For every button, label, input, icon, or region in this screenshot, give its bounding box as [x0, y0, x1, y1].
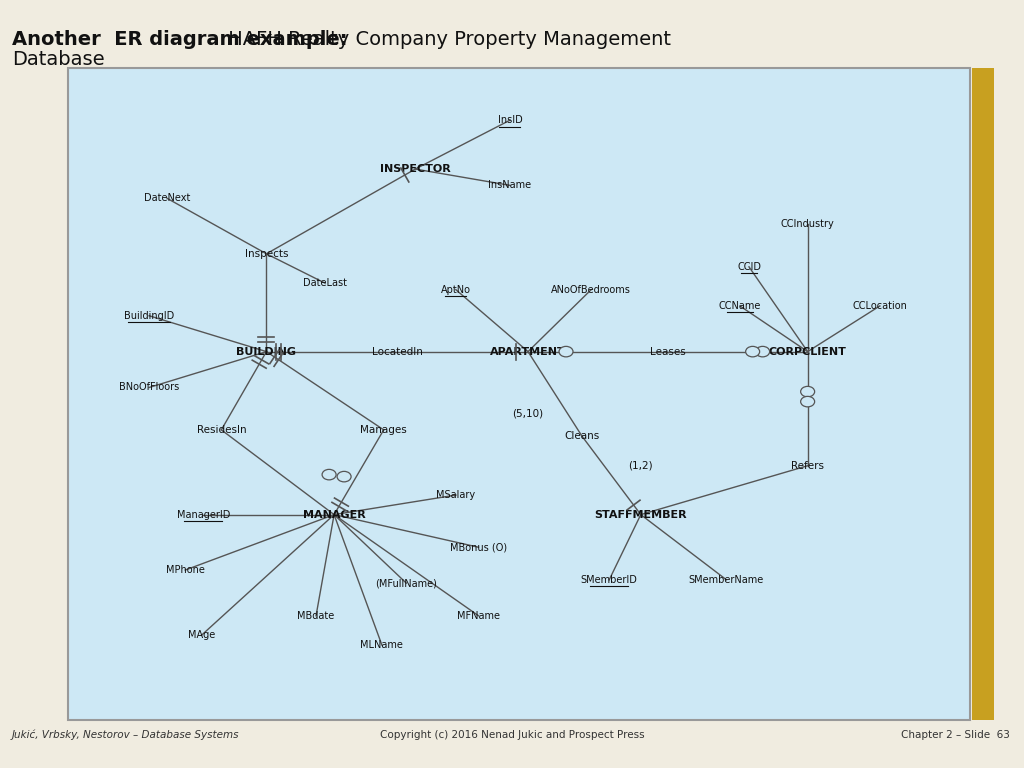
Text: Another  ER diagram example:: Another ER diagram example: [12, 30, 347, 49]
Text: MBdate: MBdate [297, 611, 335, 621]
Text: MAge: MAge [187, 631, 215, 641]
Ellipse shape [323, 469, 336, 480]
Text: MSalary: MSalary [436, 490, 475, 500]
Text: BNoOfFloors: BNoOfFloors [119, 382, 179, 392]
Text: ANoOfBedrooms: ANoOfBedrooms [551, 285, 631, 295]
Text: CORPCLIENT: CORPCLIENT [769, 346, 847, 356]
Text: Chapter 2 – Slide  63: Chapter 2 – Slide 63 [901, 730, 1010, 740]
Text: InsID: InsID [498, 115, 522, 125]
Text: DateNext: DateNext [144, 194, 190, 204]
Text: HAFH Realty Company Property Management: HAFH Realty Company Property Management [222, 30, 671, 49]
Text: (5,10): (5,10) [512, 409, 544, 419]
Ellipse shape [559, 346, 573, 357]
Text: MBonus (O): MBonus (O) [450, 542, 507, 552]
Text: DateLast: DateLast [303, 278, 347, 288]
Text: STAFFMEMBER: STAFFMEMBER [595, 510, 687, 520]
Ellipse shape [337, 472, 351, 482]
Bar [972, 68, 994, 720]
Text: (MFullName): (MFullName) [376, 578, 437, 588]
Text: Jukić, Vrbsky, Nestorov – Database Systems: Jukić, Vrbsky, Nestorov – Database Syste… [12, 730, 240, 740]
Text: Leases: Leases [650, 346, 686, 356]
Text: LocatedIn: LocatedIn [372, 346, 423, 356]
Text: BuildingID: BuildingID [124, 311, 174, 321]
Text: SMemberID: SMemberID [581, 574, 638, 584]
Text: Database: Database [12, 50, 104, 69]
Text: Cleans: Cleans [564, 432, 600, 442]
Ellipse shape [801, 386, 815, 397]
Bar [68, 68, 970, 720]
Text: MFName: MFName [457, 611, 500, 621]
Text: CCIndustry: CCIndustry [780, 220, 835, 230]
Text: SMemberName: SMemberName [689, 574, 764, 584]
Text: BUILDING: BUILDING [237, 346, 296, 356]
Text: CCLocation: CCLocation [852, 301, 907, 311]
Text: MANAGER: MANAGER [303, 510, 366, 520]
Text: Copyright (c) 2016 Nenad Jukic and Prospect Press: Copyright (c) 2016 Nenad Jukic and Prosp… [380, 730, 644, 740]
Ellipse shape [745, 346, 760, 357]
Text: (1,2): (1,2) [629, 461, 653, 471]
Text: AptNo: AptNo [441, 285, 471, 295]
Text: CCID: CCID [737, 262, 761, 272]
Text: InsName: InsName [488, 180, 531, 190]
Text: ResidesIn: ResidesIn [197, 425, 246, 435]
Ellipse shape [756, 346, 770, 357]
Text: Refers: Refers [792, 461, 824, 471]
Text: MLName: MLName [360, 640, 403, 650]
Text: APARTMENT: APARTMENT [490, 346, 566, 356]
Text: CCName: CCName [719, 301, 761, 311]
Text: Inspects: Inspects [245, 249, 288, 259]
Text: ManagerID: ManagerID [176, 510, 230, 520]
Text: MPhone: MPhone [166, 565, 205, 575]
Text: Manages: Manages [360, 425, 408, 435]
Text: INSPECTOR: INSPECTOR [380, 164, 451, 174]
Ellipse shape [801, 396, 815, 407]
